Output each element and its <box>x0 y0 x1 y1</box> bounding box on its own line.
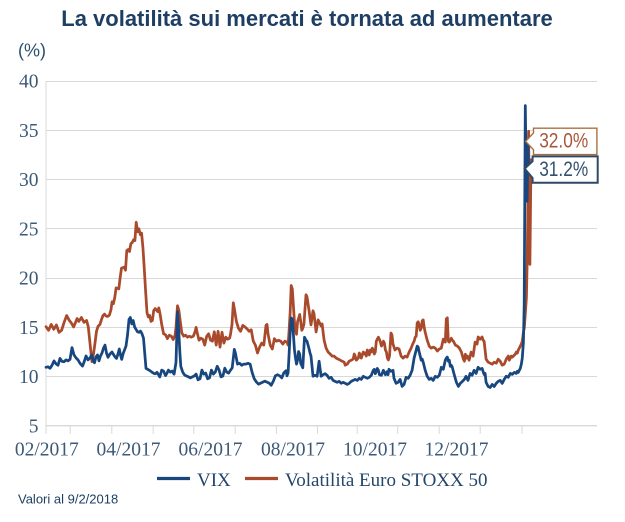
svg-text:02/2017: 02/2017 <box>15 440 79 461</box>
svg-text:20: 20 <box>19 269 39 290</box>
svg-text:32.0%: 32.0% <box>539 130 588 153</box>
svg-text:10: 10 <box>19 367 39 388</box>
svg-text:Volatilità Euro STOXX 50: Volatilità Euro STOXX 50 <box>285 470 488 491</box>
svg-text:VIX: VIX <box>197 470 231 491</box>
svg-text:04/2017: 04/2017 <box>97 440 161 461</box>
svg-text:12/2017: 12/2017 <box>425 440 489 461</box>
svg-text:06/2017: 06/2017 <box>179 440 243 461</box>
svg-text:25: 25 <box>19 219 39 240</box>
svg-text:31.2%: 31.2% <box>539 158 588 181</box>
svg-text:(%): (%) <box>18 41 46 61</box>
svg-text:30: 30 <box>19 170 39 191</box>
svg-text:40: 40 <box>19 72 39 93</box>
svg-text:10/2017: 10/2017 <box>343 440 407 461</box>
svg-text:08/2017: 08/2017 <box>261 440 325 461</box>
svg-text:5: 5 <box>29 416 39 437</box>
svg-text:Valori al 9/2/2018: Valori al 9/2/2018 <box>18 492 118 507</box>
svg-text:La volatilità sui mercati è to: La volatilità sui mercati è tornata ad a… <box>61 6 553 31</box>
svg-text:35: 35 <box>19 121 39 142</box>
svg-text:15: 15 <box>19 318 39 339</box>
